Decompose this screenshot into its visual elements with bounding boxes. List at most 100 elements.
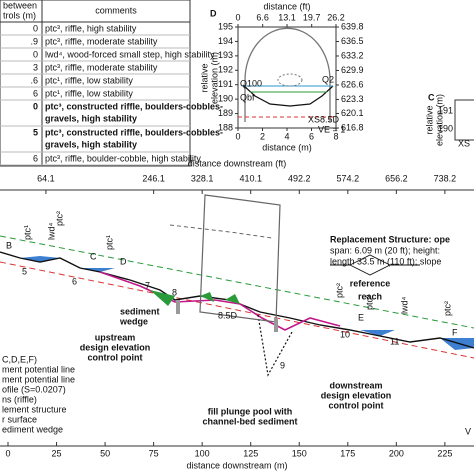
x-tick-label: 25: [52, 448, 62, 458]
control-label: ptc¹: [22, 225, 32, 240]
annotation: control point: [329, 400, 384, 410]
x-tick-label: 125: [243, 448, 258, 458]
axis-title: distance downstream (m): [186, 460, 287, 470]
panel-c-frame: [454, 99, 474, 141]
table-cell: 6: [33, 88, 38, 98]
axis-title: relative: [424, 105, 434, 134]
x2-tick-label: 574.2: [337, 173, 360, 183]
legend-text: ns (riffle): [2, 394, 37, 404]
annotation: control point: [88, 352, 143, 362]
y2-tick-label: 626.6: [341, 79, 364, 89]
table-cell: 6: [33, 153, 38, 163]
x2-tick-label: 738.2: [434, 173, 457, 183]
legend-text: C,D,E,F): [2, 354, 37, 364]
table-header: comments: [95, 5, 137, 15]
table-cell: .9: [30, 36, 38, 46]
y-tick-label: 194: [218, 36, 233, 46]
axis-title: distance downstream (ft): [188, 158, 287, 168]
point-label: B: [6, 240, 12, 250]
x2-tick-label: 19.7: [303, 12, 321, 22]
legend-text: ofile (S=0.0207): [2, 384, 66, 394]
table-header: trols (m): [3, 10, 36, 20]
control-label: ptc²: [442, 301, 452, 316]
point-label: C: [90, 251, 97, 261]
control-label: ptc²: [334, 283, 344, 298]
table-cell: 3: [33, 62, 38, 72]
annotation: reach: [358, 291, 382, 301]
y-tick-label: 193: [218, 50, 233, 60]
y-tick-label: 190: [438, 123, 453, 133]
x2-tick-label: 0: [235, 12, 240, 22]
x-tick-label: 0: [5, 448, 10, 458]
x2-tick-label: 13.1: [278, 12, 296, 22]
axis-title: distance (m): [262, 142, 312, 152]
x2-tick-label: 328.1: [191, 173, 214, 183]
riffle-label: 5: [22, 266, 27, 276]
legend-text: ment potential line: [2, 374, 75, 384]
axis-title: distance (ft): [263, 1, 310, 11]
legend-text: lement structure: [2, 404, 67, 414]
annotation: upstream: [95, 332, 136, 342]
x-tick-label: 4: [284, 131, 289, 141]
x-tick-label: 50: [100, 448, 110, 458]
table-cell: ptc³, riffle, moderate stability: [45, 62, 158, 72]
table-cell: ptc³, riffle, moderate stability: [45, 36, 158, 46]
annotation: VE = 1: [318, 124, 345, 134]
point-label: F: [452, 327, 458, 337]
riffle-label: 9: [280, 360, 285, 370]
annotation: XS: [458, 138, 470, 148]
annotation: V: [465, 426, 471, 436]
annotation: XS8.5D: [308, 114, 340, 124]
table-cell: .6: [30, 75, 38, 85]
y2-tick-label: 636.5: [341, 36, 364, 46]
annotation: Q2: [322, 74, 334, 84]
annotation: span: 6.09 m (20 ft); height:: [330, 245, 440, 255]
x2-tick-label: 64.1: [37, 173, 55, 183]
x2-tick-label: 6.6: [256, 12, 269, 22]
table-frame: [0, 0, 191, 167]
panel-label: D: [210, 8, 217, 18]
axis-title: elevation (m): [434, 94, 444, 146]
annotation: fill plunge pool with: [208, 406, 293, 416]
annotation: reference: [350, 278, 391, 288]
y-tick-label: 191: [218, 79, 233, 89]
y-tick-label: 195: [218, 21, 233, 31]
y-tick-label: 190: [218, 94, 233, 104]
x-tick-label: 100: [195, 448, 210, 458]
x-tick-label: 6: [309, 131, 314, 141]
y2-tick-label: 639.8: [341, 21, 364, 31]
y-tick-label: 189: [218, 108, 233, 118]
axis-title: elevation (m): [209, 52, 219, 104]
table-cell: 5: [33, 127, 38, 137]
x-tick-label: 0: [235, 131, 240, 141]
annotation: length 33.5 m (110 ft); slope: [330, 256, 441, 266]
annotation: channel-bed sediment: [202, 416, 297, 426]
control-label: ptc¹: [104, 235, 114, 250]
table-cell: ptc¹, riffle, low stability: [45, 88, 133, 98]
y2-tick-label: 633.2: [341, 50, 364, 60]
annotation: Replacement Structure: ope: [330, 234, 450, 244]
point-label: D: [120, 256, 127, 266]
annotation: Qbf: [240, 92, 255, 102]
table-cell: lwd⁴, wood-forced small step, high stabi…: [45, 49, 215, 59]
x2-tick-label: 656.2: [385, 173, 408, 183]
table-cell: 0: [33, 23, 38, 33]
x2-tick-label: 26.2: [327, 12, 345, 22]
control-label: lwd⁴: [399, 296, 409, 314]
y2-tick-label: 629.9: [341, 65, 364, 75]
control-label: ptc²: [54, 211, 64, 226]
annotation: sediment: [120, 306, 160, 316]
y2-tick-label: 616.8: [341, 122, 364, 132]
riffle-label: 10: [340, 329, 350, 339]
riffle-label: 7: [145, 280, 150, 290]
y2-tick-label: 620.1: [341, 108, 364, 118]
riffle-label: 6: [72, 276, 77, 286]
profile-drawing: [0, 194, 474, 377]
control-label: ptc³: [364, 295, 374, 310]
table-cell: 0: [33, 49, 38, 59]
x-tick-label: 225: [437, 448, 452, 458]
annotation: Q100: [240, 78, 262, 88]
table-cell: gravels, high stability: [45, 139, 137, 149]
table-cell: gravels, high stability: [45, 113, 137, 123]
